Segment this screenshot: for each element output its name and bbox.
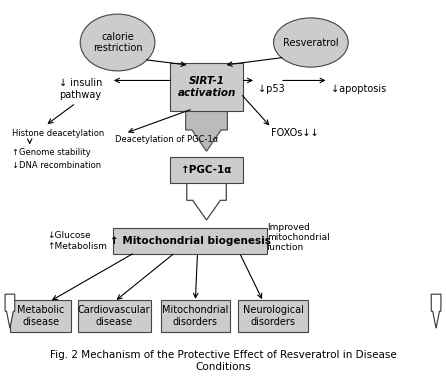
FancyBboxPatch shape xyxy=(170,63,243,111)
Text: Deacetylation of PGC-1α: Deacetylation of PGC-1α xyxy=(116,135,219,144)
Text: Resveratrol: Resveratrol xyxy=(283,38,339,48)
Text: ↑PGC-1α: ↑PGC-1α xyxy=(181,165,232,175)
Text: ↓ insulin
pathway: ↓ insulin pathway xyxy=(58,78,102,100)
Text: Metabolic
disease: Metabolic disease xyxy=(17,305,64,327)
Text: calorie
restriction: calorie restriction xyxy=(93,32,142,53)
Text: Improved
mitochondrial
function: Improved mitochondrial function xyxy=(267,222,330,252)
Polygon shape xyxy=(186,109,227,151)
FancyBboxPatch shape xyxy=(238,300,308,332)
Text: Mitochondrial
disorders: Mitochondrial disorders xyxy=(162,305,228,327)
Text: ↑Genome stability: ↑Genome stability xyxy=(12,148,91,157)
Text: ↑Metabolism: ↑Metabolism xyxy=(47,242,107,252)
Ellipse shape xyxy=(80,14,155,71)
Text: SIRT-1
activation: SIRT-1 activation xyxy=(178,76,236,98)
Text: ↓Glucose: ↓Glucose xyxy=(47,231,91,240)
Text: Histone deacetylation: Histone deacetylation xyxy=(12,129,104,138)
FancyBboxPatch shape xyxy=(161,300,230,332)
Text: ↑ Mitochondrial biogenesis: ↑ Mitochondrial biogenesis xyxy=(110,236,270,246)
Polygon shape xyxy=(187,180,226,220)
FancyBboxPatch shape xyxy=(78,300,150,332)
Text: Fig. 2 Mechanism of the Protective Effect of Resveratrol in Disease
Conditions: Fig. 2 Mechanism of the Protective Effec… xyxy=(50,350,396,372)
Text: ↓DNA recombination: ↓DNA recombination xyxy=(12,161,101,170)
Polygon shape xyxy=(431,294,441,328)
Polygon shape xyxy=(5,294,15,328)
Text: ↓apoptosis: ↓apoptosis xyxy=(330,84,386,94)
Text: Cardiovascular
disease: Cardiovascular disease xyxy=(78,305,151,327)
Text: Neurological
disorders: Neurological disorders xyxy=(243,305,304,327)
Ellipse shape xyxy=(273,18,348,67)
FancyBboxPatch shape xyxy=(113,228,267,255)
FancyBboxPatch shape xyxy=(170,157,243,182)
Text: FOXOs↓↓: FOXOs↓↓ xyxy=(271,128,319,138)
FancyBboxPatch shape xyxy=(10,300,71,332)
Text: ↓p53: ↓p53 xyxy=(258,84,285,94)
